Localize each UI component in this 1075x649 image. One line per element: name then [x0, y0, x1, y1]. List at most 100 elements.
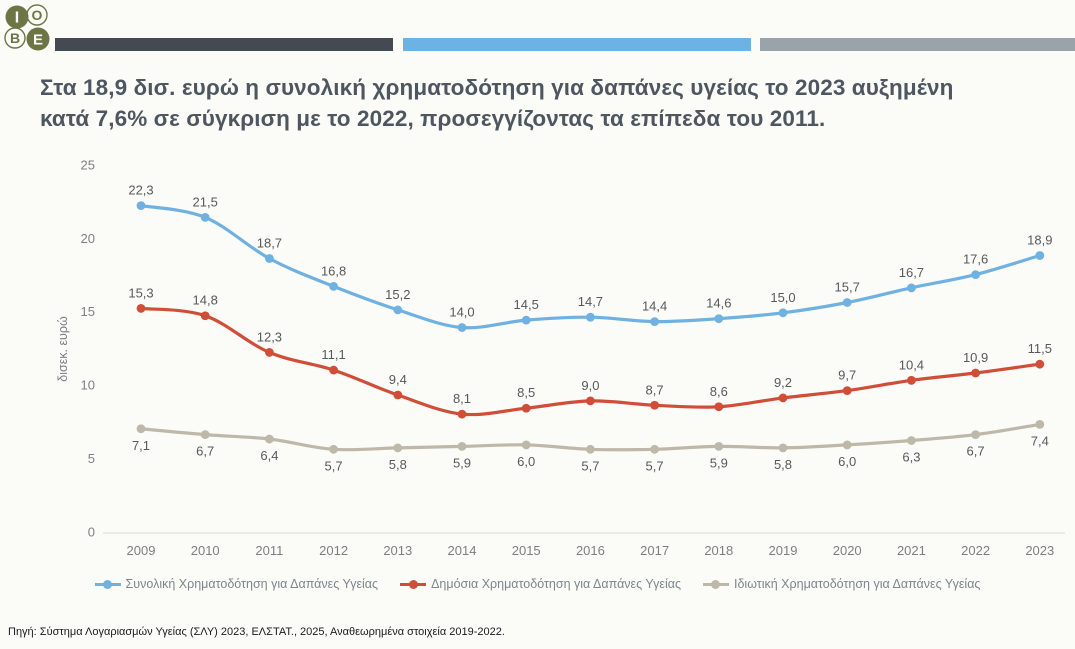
- data-label: 17,6: [963, 252, 988, 267]
- data-point: [971, 430, 980, 440]
- data-point: [650, 317, 659, 327]
- data-label: 5,7: [581, 458, 599, 473]
- data-label: 6,7: [196, 444, 214, 459]
- data-label: 15,2: [385, 287, 410, 302]
- legend-item: Ιδιωτική Χρηματοδότηση για Δαπάνες Υγεία…: [702, 577, 980, 591]
- data-label: 15,7: [835, 280, 860, 295]
- data-point: [521, 440, 531, 450]
- data-point: [650, 400, 659, 410]
- data-label: 7,1: [132, 438, 150, 453]
- logo-letter-b: B: [10, 30, 20, 46]
- data-label: 9,7: [838, 368, 856, 383]
- x-tick-label: 2021: [897, 543, 926, 558]
- data-point: [650, 444, 659, 454]
- data-point: [586, 312, 595, 322]
- data-label: 12,3: [257, 329, 282, 344]
- y-tick-label: 5: [88, 451, 95, 466]
- data-label: 21,5: [193, 194, 218, 209]
- data-label: 14,4: [642, 299, 667, 314]
- data-label: 8,5: [517, 385, 535, 400]
- page-title-line2: κατά 7,6% σε σύγκριση με το 2022, προσεγ…: [40, 106, 826, 131]
- data-label: 16,7: [899, 265, 924, 280]
- data-label: 14,7: [578, 294, 603, 309]
- data-label: 6,0: [838, 454, 856, 469]
- data-point: [714, 314, 724, 324]
- header-bar-blue: [403, 38, 751, 51]
- data-label: 8,7: [646, 382, 664, 397]
- data-label: 15,0: [770, 290, 795, 305]
- x-tick-label: 2018: [704, 543, 733, 558]
- legend-label: Δημόσια Χρηματοδότηση για Δαπάνες Υγείας: [431, 577, 681, 591]
- data-point: [329, 281, 338, 291]
- source-note: Πηγή: Σύστημα Λογαριασμών Υγείας (ΣΛΥ) 2…: [8, 626, 505, 638]
- y-tick-label: 0: [88, 524, 95, 539]
- x-tick-label: 2013: [383, 543, 412, 558]
- line-chart: 0 5 10 15 20 25 δισεκ. ευρώ 2009 2010 2011 2012 201…: [56, 157, 1065, 558]
- x-tick-label: 2017: [640, 543, 669, 558]
- data-label: 14,6: [706, 296, 731, 311]
- data-point: [1035, 359, 1045, 369]
- data-label: 7,4: [1031, 433, 1049, 448]
- data-label: 14,5: [514, 297, 539, 312]
- x-tick-label: 2016: [576, 543, 605, 558]
- data-point: [457, 409, 467, 419]
- data-label: 5,9: [453, 455, 471, 470]
- data-label: 9,4: [389, 372, 407, 387]
- data-point: [521, 315, 531, 325]
- x-tick-label: 2023: [1025, 543, 1054, 558]
- data-point: [586, 444, 595, 454]
- data-label: 18,7: [257, 235, 282, 250]
- x-tick-label: 2015: [512, 543, 541, 558]
- legend-item: Συνολική Χρηματοδότηση για Δαπάνες Υγεία…: [94, 577, 378, 591]
- data-label: 6,3: [902, 450, 920, 465]
- data-point: [907, 375, 916, 385]
- legend-marker-icon: [94, 579, 121, 589]
- x-tick-label: 2012: [319, 543, 348, 558]
- data-point: [1035, 251, 1045, 260]
- logo-letter-e: E: [33, 32, 43, 49]
- y-tick-label: 20: [81, 231, 95, 246]
- data-label: 5,8: [389, 457, 407, 472]
- data-point: [971, 368, 980, 378]
- x-tick-label: 2014: [448, 543, 477, 558]
- data-point: [971, 270, 980, 280]
- data-point: [1035, 419, 1045, 429]
- x-tick-label: 2020: [833, 543, 862, 558]
- data-point: [136, 201, 146, 211]
- data-label: 10,4: [899, 357, 924, 372]
- data-label: 6,7: [967, 444, 985, 459]
- data-label: 14,8: [193, 293, 218, 308]
- data-point: [200, 430, 210, 440]
- data-point: [842, 386, 852, 396]
- data-point: [778, 308, 788, 318]
- legend-marker-icon: [400, 579, 427, 589]
- header-bar-dark: [55, 38, 393, 51]
- data-label: 6,4: [260, 448, 278, 463]
- data-point: [265, 434, 274, 444]
- iobe-logo: I O B E: [4, 4, 50, 51]
- data-label: 5,7: [646, 458, 664, 473]
- y-axis-title: δισεκ. ευρώ: [56, 316, 70, 382]
- data-label: 9,2: [774, 375, 792, 390]
- data-label: 10,9: [963, 350, 988, 365]
- data-point: [200, 311, 210, 321]
- data-point: [457, 441, 467, 451]
- data-label: 9,0: [581, 378, 599, 393]
- data-point: [393, 443, 403, 453]
- logo-circle-e: [26, 27, 50, 51]
- data-point: [329, 365, 338, 375]
- data-point: [778, 443, 788, 453]
- data-point: [521, 403, 531, 413]
- page-title-line1: Στα 18,9 δισ. ευρώ η συνολική χρηματοδότ…: [40, 75, 954, 100]
- data-point: [393, 390, 403, 400]
- data-point: [842, 440, 852, 450]
- data-label: 15,3: [128, 285, 153, 300]
- data-label: 18,9: [1027, 233, 1052, 248]
- data-point: [778, 393, 788, 403]
- logo-letter-o: O: [32, 7, 43, 23]
- logo-letter-i: I: [15, 10, 19, 27]
- data-point: [586, 396, 595, 406]
- data-label: 16,8: [321, 263, 346, 278]
- legend-marker-icon: [702, 579, 729, 589]
